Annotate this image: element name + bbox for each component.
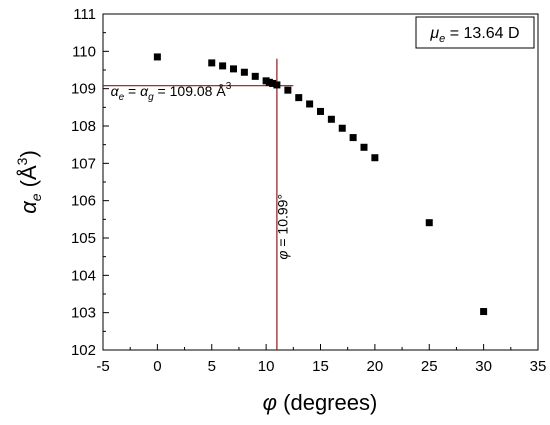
x-tick-label: 25	[421, 358, 438, 375]
data-point	[269, 79, 277, 87]
data-point	[153, 53, 161, 61]
y-axis-label: αe (Å3)	[14, 150, 44, 214]
data-point	[306, 100, 314, 108]
x-tick-label: 20	[367, 358, 384, 375]
y-tick-label: 111	[73, 6, 96, 23]
vertical-line-annotation: φ = 10.99°	[274, 194, 290, 260]
reference-lines	[103, 58, 294, 350]
horizontal-line-annotation: αe = αg = 109.08 Å3	[111, 81, 232, 103]
data-point	[317, 107, 324, 115]
x-tick-label: 0	[153, 358, 161, 375]
data-point	[371, 154, 379, 162]
y-tick-label: 107	[71, 155, 96, 172]
legend-text: μe = 13.64 D	[429, 25, 519, 45]
data-point	[327, 115, 335, 123]
legend: μe = 13.64 D	[415, 16, 535, 49]
data-point	[480, 308, 488, 316]
y-tick-label: 105	[71, 230, 96, 247]
data-point	[240, 68, 248, 76]
y-tick-label: 103	[71, 305, 96, 322]
x-axis-ticks: -5 0 5 10 15 20 25 30 35	[96, 344, 546, 375]
x-tick-label: 15	[312, 358, 329, 375]
x-tick-label: 5	[208, 358, 216, 375]
plot-frame	[102, 13, 539, 351]
x-tick-label: 10	[258, 358, 275, 375]
x-axis-label: φ (degrees)	[263, 390, 378, 415]
data-points	[153, 53, 488, 316]
data-point	[284, 86, 292, 94]
data-point	[219, 62, 227, 70]
data-point	[338, 124, 346, 132]
y-tick-label: 110	[72, 43, 96, 60]
legend-box	[415, 16, 535, 49]
x-tick-label: 30	[475, 358, 492, 375]
x-tick-label: -5	[96, 358, 109, 375]
y-tick-label: 108	[71, 118, 96, 135]
y-tick-label: 104	[71, 267, 96, 284]
x-tick-label: 35	[530, 358, 547, 375]
y-tick-label: 102	[71, 342, 96, 359]
data-point	[349, 134, 357, 142]
y-axis-ticks: 102 103 104 105 106 107 108 109 110 111	[71, 6, 109, 359]
data-point	[208, 59, 216, 67]
y-tick-label: 106	[71, 193, 96, 210]
data-point	[251, 72, 259, 80]
data-point	[360, 143, 368, 151]
data-point	[295, 94, 303, 102]
data-point	[273, 81, 281, 89]
data-point	[230, 65, 237, 73]
y-tick-label: 109	[71, 81, 96, 98]
data-point	[425, 219, 433, 227]
